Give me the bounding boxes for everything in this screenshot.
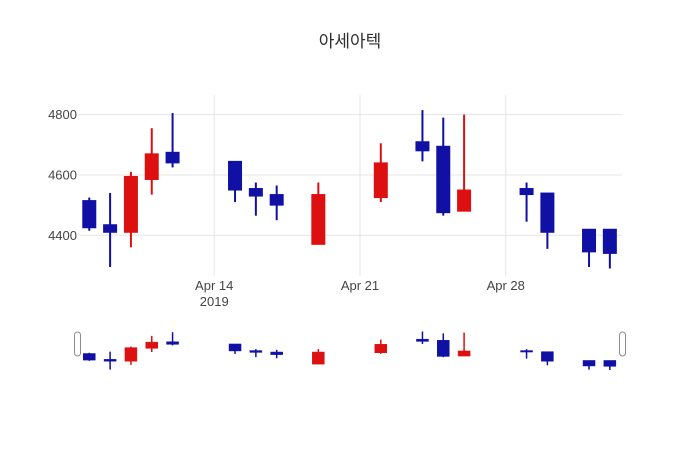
candle-body bbox=[269, 194, 284, 206]
y-axis-tick-label: 4800 bbox=[48, 107, 77, 122]
rangeslider-candle-2019-04-17 bbox=[270, 349, 283, 359]
rangeslider-left-grabber[interactable] bbox=[74, 331, 81, 357]
rangeslider-candle-body bbox=[437, 340, 450, 357]
candle-2019-04-11[interactable] bbox=[144, 128, 159, 195]
x-axis-tick-label: Apr 21 bbox=[341, 278, 379, 293]
candle-body bbox=[311, 194, 326, 245]
candle-body bbox=[144, 153, 159, 180]
rangeslider-candle-body bbox=[603, 360, 617, 367]
x-axis-tick-label: Apr 14 bbox=[195, 278, 233, 293]
candle-body bbox=[602, 228, 617, 254]
rangeslider-candle-body bbox=[520, 350, 533, 353]
y-axis-tick-label: 4600 bbox=[48, 167, 77, 182]
rangeslider-candle-2019-04-10 bbox=[124, 346, 138, 365]
rangeslider-candle-2019-04-19 bbox=[312, 349, 325, 365]
candle-body bbox=[123, 175, 138, 233]
candle-body bbox=[540, 192, 555, 233]
rangeslider-candle-body bbox=[374, 344, 388, 354]
rangeslider-candle-2019-04-26 bbox=[457, 332, 471, 357]
rangeslider-candle-body bbox=[103, 359, 117, 362]
rangeslider-candle-body bbox=[312, 351, 325, 365]
candle-body bbox=[373, 162, 388, 199]
rangeslider-candle-body bbox=[582, 360, 596, 367]
candle-2019-04-29[interactable] bbox=[519, 182, 534, 222]
rangeslider-candle-body bbox=[457, 350, 471, 357]
x-axis-tick-sublabel: 2019 bbox=[200, 294, 229, 309]
candle-body bbox=[436, 145, 451, 214]
candle-2019-04-17[interactable] bbox=[269, 185, 284, 221]
candle-2019-04-26[interactable] bbox=[457, 114, 472, 212]
candle-2019-05-03[interactable] bbox=[602, 228, 617, 269]
rangeslider-candle-body bbox=[166, 341, 179, 345]
rangeslider[interactable] bbox=[74, 330, 626, 372]
rangeslider-candle-body bbox=[124, 347, 138, 362]
candles bbox=[82, 110, 617, 269]
candle-2019-04-08[interactable] bbox=[82, 197, 97, 231]
gridlines bbox=[78, 95, 622, 276]
rangeslider-candle-body bbox=[145, 341, 158, 349]
rangeslider-candle-body bbox=[249, 350, 263, 353]
rangeslider-candle-2019-04-22 bbox=[374, 339, 388, 354]
rangeslider-candle-2019-04-12 bbox=[166, 332, 179, 346]
candle-body bbox=[165, 151, 180, 164]
candle-2019-04-30[interactable] bbox=[540, 192, 555, 249]
candle-2019-04-09[interactable] bbox=[103, 193, 118, 267]
rangeslider-right-grabber[interactable] bbox=[619, 331, 626, 357]
rangeslider-candle-2019-04-08 bbox=[83, 352, 96, 361]
candle-body bbox=[457, 189, 472, 212]
candle-body bbox=[248, 188, 263, 197]
rangeslider-candle-2019-04-16 bbox=[249, 349, 263, 358]
rangeslider-candle-2019-04-11 bbox=[145, 335, 158, 353]
candle-body bbox=[415, 141, 430, 152]
rangeslider-candle-body bbox=[541, 351, 554, 362]
rangeslider-candle-body bbox=[270, 351, 283, 355]
candle-2019-04-10[interactable] bbox=[123, 171, 138, 248]
y-axis-tick-label: 4400 bbox=[48, 228, 77, 243]
rangeslider-candle-2019-04-09 bbox=[103, 351, 117, 370]
rangeslider-candle-body bbox=[83, 353, 96, 361]
rangeslider-candle-2019-04-15 bbox=[228, 343, 242, 354]
rangeslider-candle-2019-04-30 bbox=[541, 351, 554, 366]
rangeslider-candle-2019-04-29 bbox=[520, 349, 533, 359]
candle-2019-05-02[interactable] bbox=[582, 228, 597, 267]
candle-2019-04-25[interactable] bbox=[436, 117, 451, 216]
candle-2019-04-15[interactable] bbox=[228, 160, 243, 203]
rangeslider-candle-2019-05-02 bbox=[582, 360, 596, 370]
rangeslider-candle-2019-04-24 bbox=[416, 331, 429, 344]
candle-body bbox=[519, 188, 534, 196]
rangeslider-window[interactable] bbox=[78, 330, 622, 372]
candle-body bbox=[582, 228, 597, 253]
rangeslider-candle-body bbox=[228, 343, 242, 352]
candle-body bbox=[228, 160, 243, 191]
candle-body bbox=[82, 200, 97, 229]
x-axis-tick-label: Apr 28 bbox=[487, 278, 525, 293]
chart-title: 아세아텍 bbox=[319, 32, 382, 51]
rangeslider-candle-2019-05-03 bbox=[603, 360, 617, 370]
candle-2019-04-16[interactable] bbox=[248, 182, 263, 216]
rangeslider-candle-2019-04-25 bbox=[437, 333, 450, 358]
candle-2019-04-19[interactable] bbox=[311, 182, 326, 245]
candle-2019-04-12[interactable] bbox=[165, 113, 180, 168]
candle-2019-04-22[interactable] bbox=[373, 143, 388, 203]
y-axis-tick-labels: 4400 4600 4800 bbox=[48, 107, 77, 243]
rangeslider-candle-body bbox=[416, 338, 429, 342]
candle-2019-04-24[interactable] bbox=[415, 110, 430, 162]
candle-body bbox=[103, 224, 118, 233]
